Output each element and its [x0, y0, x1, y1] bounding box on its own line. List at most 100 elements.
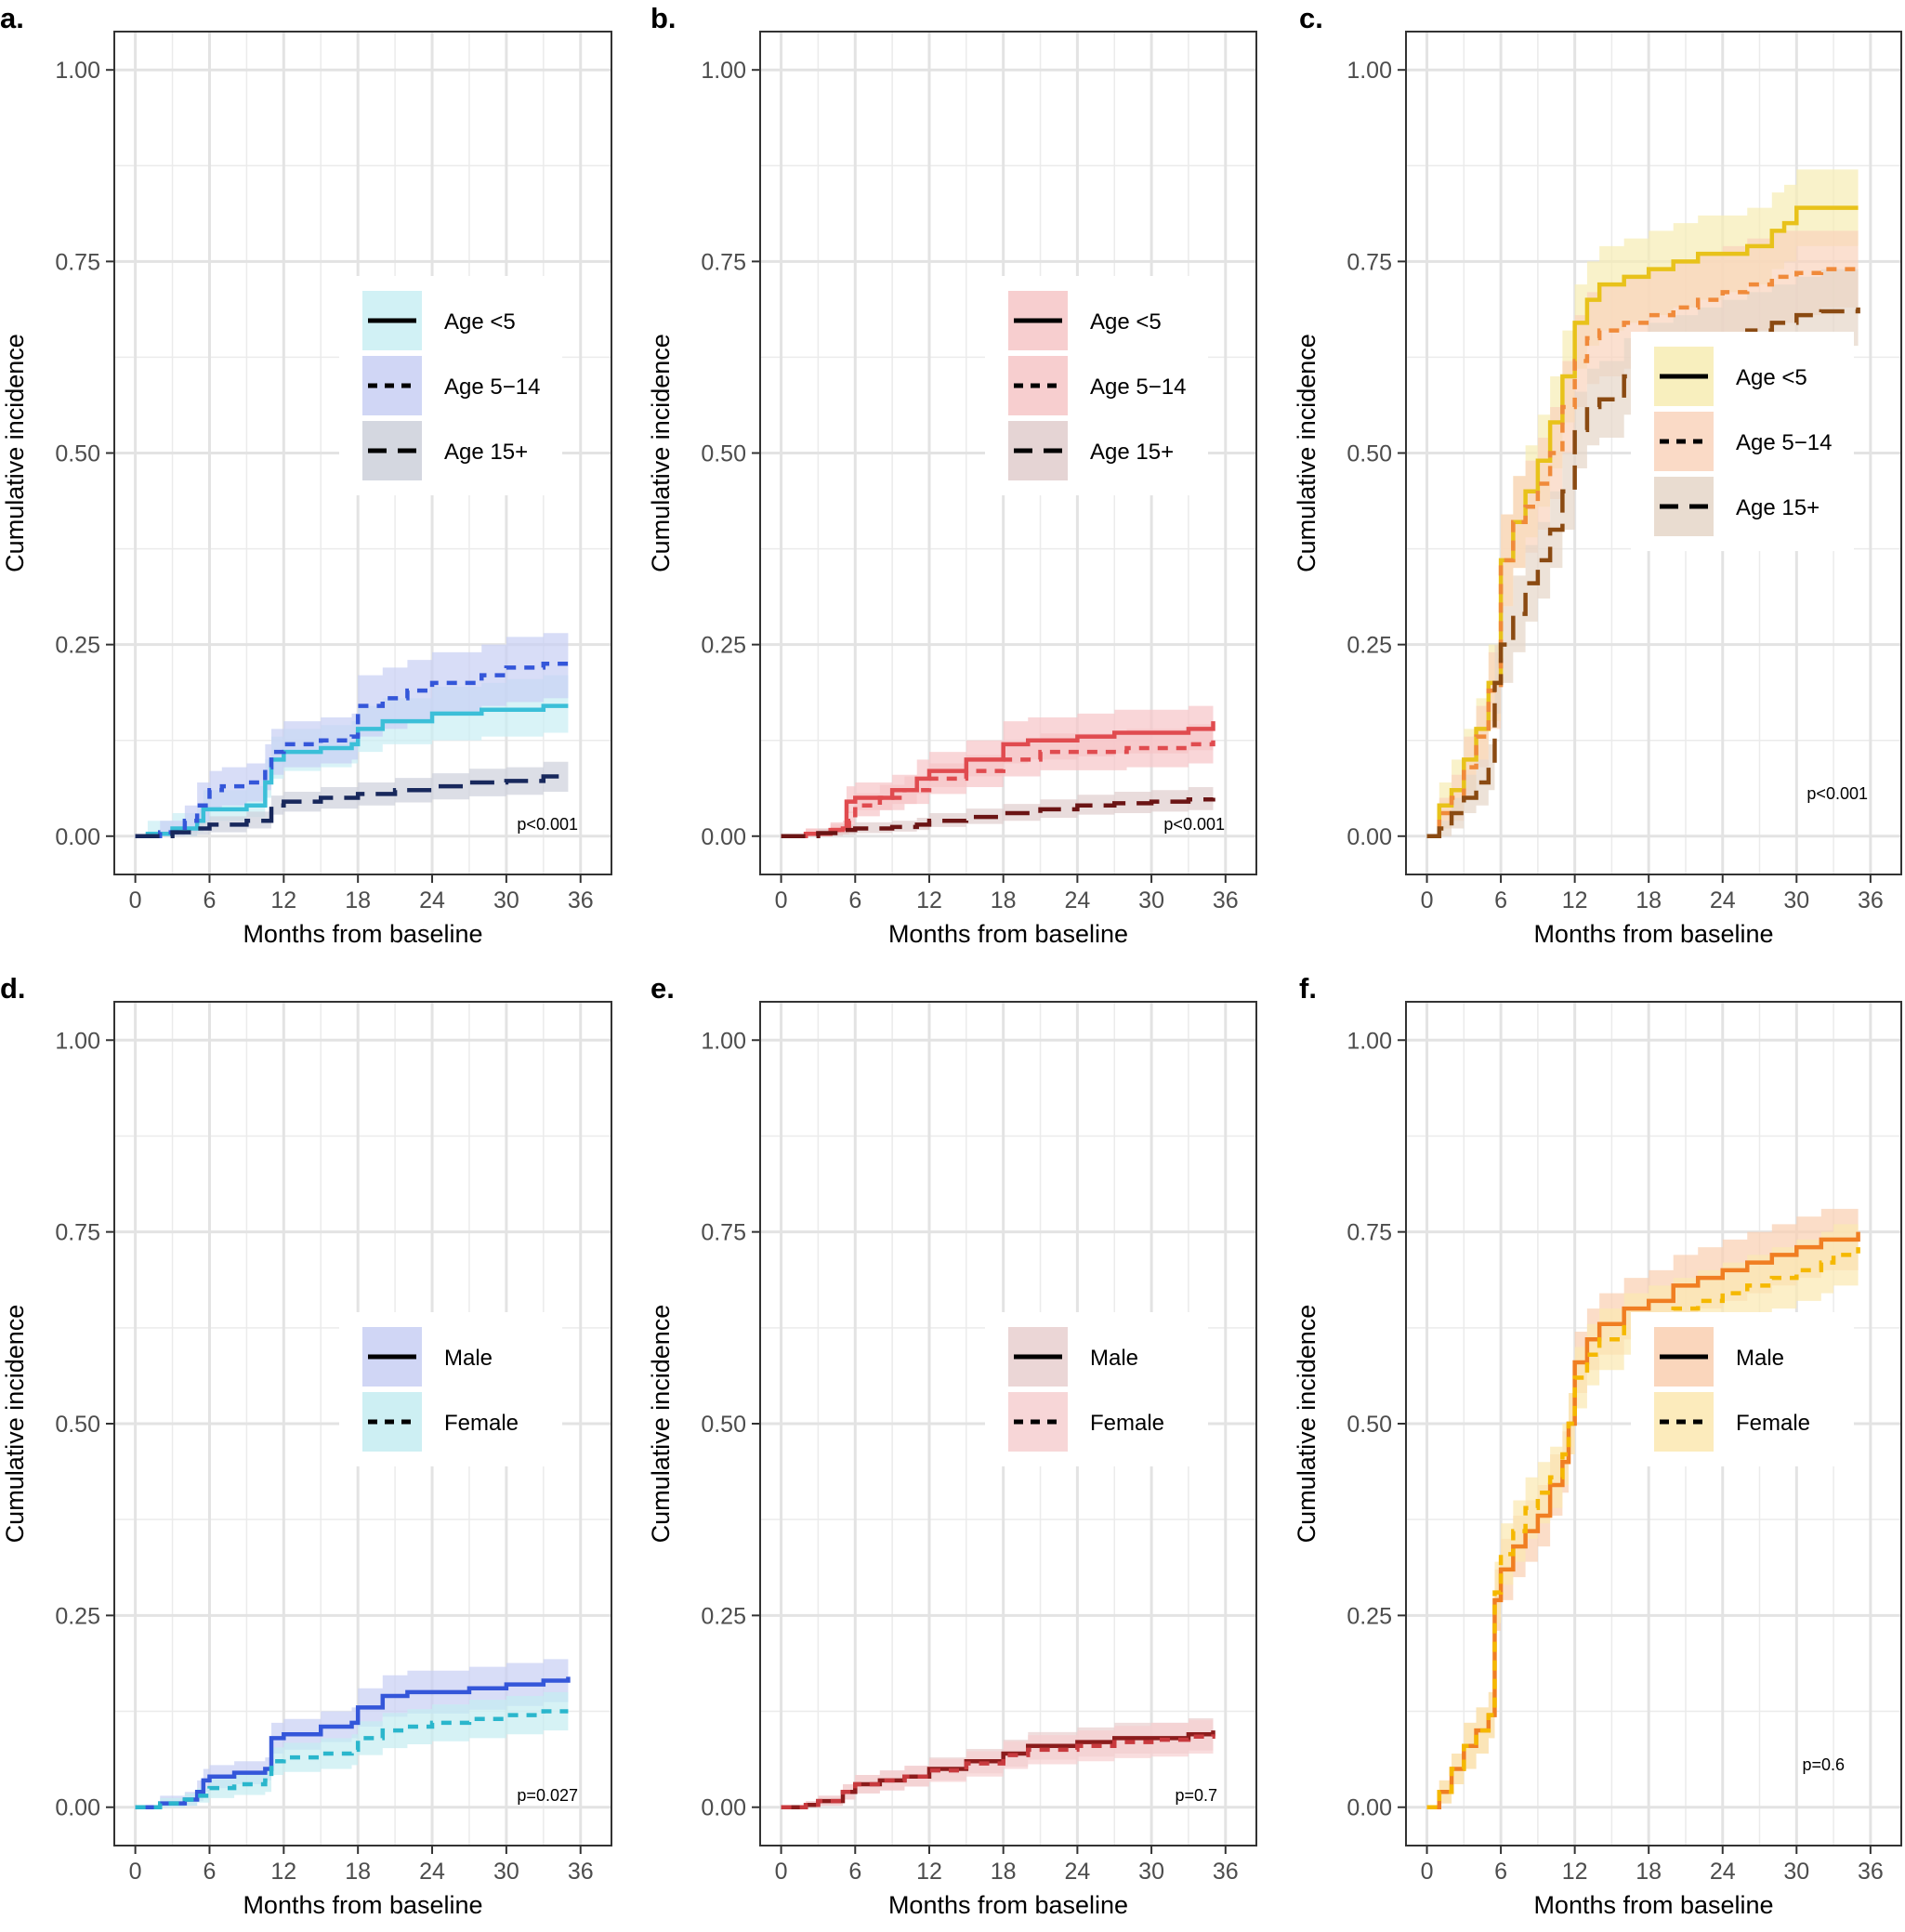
- panel-letter: a.: [0, 2, 24, 34]
- x-tick-label: 24: [1710, 887, 1736, 913]
- x-tick-label: 12: [270, 1859, 296, 1885]
- x-axis-title: Months from baseline: [1533, 1891, 1773, 1919]
- panel-f: 0 6 12 18 24 30 36 0.00 0.25 0.50 0.75 1.00 Months f…: [1293, 972, 1902, 1919]
- x-tick-label: 24: [419, 1859, 445, 1885]
- y-tick-label: 1.00: [1347, 1028, 1392, 1054]
- y-tick-label: 0.25: [55, 633, 100, 659]
- series-line-1: [1426, 267, 1859, 839]
- legend-label: Age 5−14: [444, 375, 540, 400]
- x-tick-label: 6: [204, 1859, 217, 1885]
- x-tick-label: 12: [1562, 1859, 1588, 1885]
- y-tick-label: 0.75: [1347, 249, 1392, 275]
- x-tick-label: 6: [848, 1859, 861, 1885]
- y-tick-label: 0.00: [1347, 1795, 1392, 1821]
- y-tick-label: 0.75: [55, 249, 100, 275]
- x-tick-label: 18: [345, 1859, 371, 1885]
- series-line-1: [135, 1709, 569, 1809]
- legend-label: Age 5−14: [1090, 375, 1186, 400]
- y-tick-label: 0.25: [55, 1603, 100, 1629]
- panel-letter: f.: [1299, 972, 1317, 1005]
- legend: Male Female: [985, 1312, 1208, 1466]
- y-axis-title: Cumulative incidence: [647, 334, 675, 572]
- y-tick-label: 0.75: [1347, 1220, 1392, 1246]
- y-axis-title: Cumulative incidence: [1293, 334, 1320, 572]
- x-axis-title: Months from baseline: [888, 1891, 1128, 1919]
- x-axis-title: Months from baseline: [1533, 920, 1773, 948]
- x-tick-label: 6: [204, 887, 217, 913]
- series-line-0: [135, 703, 569, 839]
- panel-d: 0 6 12 18 24 30 36 0.00 0.25 0.50 0.75 1.00 Months f…: [0, 972, 612, 1919]
- x-tick-label: 36: [1858, 1859, 1884, 1885]
- x-tick-label: 24: [1064, 1859, 1090, 1885]
- x-tick-label: 36: [568, 1859, 594, 1885]
- panel-letter: c.: [1299, 2, 1323, 34]
- y-tick-label: 0.00: [55, 1795, 100, 1821]
- x-tick-label: 36: [1858, 887, 1884, 913]
- y-axis-title: Cumulative incidence: [1, 334, 29, 572]
- x-tick-label: 30: [1138, 1859, 1164, 1885]
- x-tick-label: 0: [1421, 1859, 1434, 1885]
- y-tick-label: 1.00: [55, 1028, 100, 1054]
- x-tick-label: 18: [991, 1859, 1017, 1885]
- p-value-label: p=0.027: [517, 1786, 578, 1805]
- legend-label: Age 5−14: [1736, 430, 1832, 455]
- x-tick-label: 0: [775, 887, 788, 913]
- x-tick-label: 24: [1710, 1859, 1736, 1885]
- x-tick-label: 18: [1636, 1859, 1662, 1885]
- y-axis-title: Cumulative incidence: [647, 1305, 675, 1544]
- y-tick-label: 0.75: [55, 1220, 100, 1246]
- series-line-0: [135, 1676, 571, 1809]
- x-tick-label: 36: [1213, 887, 1239, 913]
- y-axis-title: Cumulative incidence: [1, 1305, 29, 1544]
- panel-c: 0 6 12 18 24 30 36 0.00 0.25 0.50 0.75 1.00 Months f…: [1293, 2, 1902, 948]
- y-tick-label: 0.00: [1347, 824, 1392, 850]
- legend: Male Female: [339, 1312, 562, 1466]
- x-tick-label: 30: [493, 887, 519, 913]
- x-tick-label: 0: [1421, 887, 1434, 913]
- x-axis-title: Months from baseline: [243, 1891, 482, 1919]
- legend: Age <5 Age 5−14 Age 15+: [339, 276, 562, 495]
- x-tick-label: 0: [129, 887, 142, 913]
- series-line-0: [781, 721, 1215, 839]
- legend-label: Age 15+: [444, 440, 528, 465]
- legend-label: Male: [1736, 1346, 1784, 1371]
- x-tick-label: 0: [129, 1859, 142, 1885]
- series-line-1: [135, 660, 571, 839]
- grid: [760, 1002, 1256, 1846]
- series-line-1: [781, 1734, 1215, 1809]
- legend: Age <5 Age 5−14 Age 15+: [1631, 332, 1854, 551]
- p-value-label: p<0.001: [1163, 815, 1225, 834]
- x-tick-label: 24: [419, 887, 445, 913]
- panel-letter: b.: [650, 2, 677, 34]
- x-tick-label: 30: [1138, 887, 1164, 913]
- y-tick-label: 0.50: [55, 441, 100, 467]
- x-tick-label: 18: [1636, 887, 1662, 913]
- panel-letter: e.: [650, 972, 675, 1005]
- y-tick-label: 0.00: [701, 824, 746, 850]
- y-tick-label: 0.50: [1347, 1412, 1392, 1438]
- x-tick-label: 12: [1562, 887, 1588, 913]
- panel-b: 0 6 12 18 24 30 36 0.00 0.25 0.50 0.75 1.00 Months f…: [647, 2, 1257, 948]
- x-tick-label: 18: [991, 887, 1017, 913]
- series-line-1: [1426, 1247, 1860, 1809]
- y-tick-label: 0.00: [701, 1795, 746, 1821]
- p-value-label: p=0.7: [1175, 1786, 1217, 1805]
- y-tick-label: 0.50: [701, 1412, 746, 1438]
- y-tick-label: 1.00: [701, 1028, 746, 1054]
- y-tick-label: 0.25: [1347, 633, 1392, 659]
- y-tick-label: 0.75: [701, 249, 746, 275]
- series-line-1: [781, 740, 1215, 839]
- legend-label: Female: [1736, 1411, 1810, 1436]
- x-tick-label: 36: [568, 887, 594, 913]
- y-tick-label: 1.00: [55, 58, 100, 84]
- y-tick-label: 0.50: [1347, 441, 1392, 467]
- legend: Male Female: [1631, 1312, 1854, 1466]
- legend-label: Age <5: [444, 309, 516, 335]
- p-value-label: p<0.001: [1806, 784, 1868, 803]
- legend-label: Age <5: [1090, 309, 1162, 335]
- y-tick-label: 0.00: [55, 824, 100, 850]
- p-value-label: p<0.001: [517, 815, 578, 834]
- x-tick-label: 30: [493, 1859, 519, 1885]
